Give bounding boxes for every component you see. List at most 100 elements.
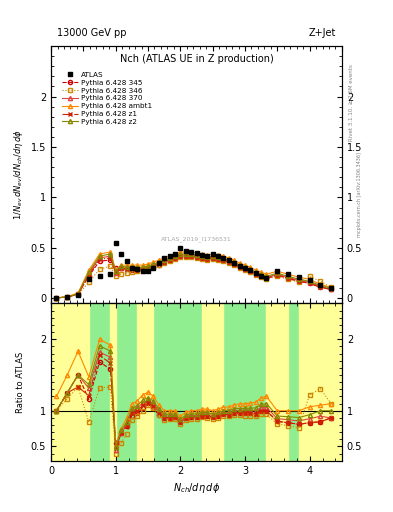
- Pythia 6.428 ambt1: [162, 255, 167, 261]
- Pythia 6.428 370: [86, 270, 91, 276]
- Pythia 6.428 z2: [156, 259, 161, 265]
- Pythia 6.428 z2: [200, 253, 204, 259]
- Pythia 6.428 ambt1: [248, 264, 253, 270]
- Pythia 6.428 z2: [242, 264, 247, 270]
- Pythia 6.428 z1: [226, 259, 231, 265]
- Pythia 6.428 ambt1: [167, 253, 172, 259]
- Pythia 6.428 ambt1: [151, 259, 156, 265]
- Pythia 6.428 346: [140, 268, 145, 274]
- Pythia 6.428 z1: [329, 286, 334, 292]
- Pythia 6.428 z2: [184, 251, 188, 257]
- Pythia 6.428 z1: [296, 278, 301, 284]
- Pythia 6.428 ambt1: [76, 290, 81, 296]
- ATLAS: [124, 258, 129, 264]
- Pythia 6.428 346: [221, 258, 226, 264]
- Pythia 6.428 ambt1: [184, 249, 188, 255]
- Pythia 6.428 ambt1: [259, 269, 263, 275]
- Pythia 6.428 346: [178, 254, 183, 260]
- Pythia 6.428 z2: [86, 269, 91, 275]
- Pythia 6.428 346: [130, 269, 134, 275]
- Pythia 6.428 345: [210, 255, 215, 261]
- Pythia 6.428 345: [184, 253, 188, 259]
- Text: Rivet 3.1.10, ≥ 2.6M events: Rivet 3.1.10, ≥ 2.6M events: [349, 64, 354, 141]
- Pythia 6.428 z1: [135, 266, 140, 272]
- Pythia 6.428 ambt1: [140, 262, 145, 268]
- Pythia 6.428 345: [119, 265, 123, 271]
- Pythia 6.428 z2: [146, 263, 151, 269]
- Pythia 6.428 345: [97, 258, 102, 264]
- Pythia 6.428 z2: [113, 268, 118, 274]
- Pythia 6.428 370: [167, 256, 172, 262]
- Pythia 6.428 z2: [264, 273, 269, 280]
- Pythia 6.428 370: [264, 274, 269, 280]
- Pythia 6.428 z1: [184, 253, 188, 259]
- Pythia 6.428 ambt1: [221, 253, 226, 259]
- Pythia 6.428 z2: [296, 276, 301, 282]
- Pythia 6.428 370: [146, 264, 151, 270]
- Pythia 6.428 z2: [205, 254, 209, 260]
- Pythia 6.428 345: [248, 268, 253, 274]
- Pythia 6.428 346: [86, 279, 91, 285]
- Pythia 6.428 346: [162, 260, 167, 266]
- Pythia 6.428 346: [156, 262, 161, 268]
- Pythia 6.428 z2: [54, 295, 59, 301]
- Pythia 6.428 346: [275, 273, 280, 280]
- Pythia 6.428 370: [156, 260, 161, 266]
- Pythia 6.428 345: [242, 266, 247, 272]
- Pythia 6.428 345: [259, 273, 263, 280]
- Pythia 6.428 z1: [286, 275, 290, 281]
- Pythia 6.428 345: [54, 295, 59, 301]
- Line: ATLAS: ATLAS: [54, 241, 334, 301]
- Pythia 6.428 370: [329, 286, 334, 292]
- ATLAS: [135, 266, 140, 272]
- Pythia 6.428 z1: [275, 272, 280, 279]
- Pythia 6.428 370: [248, 267, 253, 273]
- Pythia 6.428 z1: [156, 261, 161, 267]
- Pythia 6.428 346: [97, 266, 102, 272]
- Pythia 6.428 z1: [151, 263, 156, 269]
- Pythia 6.428 346: [113, 273, 118, 280]
- ATLAS: [189, 249, 193, 255]
- ATLAS: [216, 253, 220, 259]
- Pythia 6.428 z2: [130, 264, 134, 270]
- ATLAS: [119, 251, 123, 257]
- Pythia 6.428 346: [216, 257, 220, 263]
- Pythia 6.428 ambt1: [135, 262, 140, 268]
- Pythia 6.428 346: [296, 279, 301, 285]
- ATLAS: [151, 265, 156, 271]
- Pythia 6.428 346: [173, 256, 177, 262]
- Pythia 6.428 z1: [210, 255, 215, 261]
- Pythia 6.428 z2: [210, 253, 215, 259]
- Pythia 6.428 ambt1: [275, 268, 280, 274]
- Pythia 6.428 z1: [232, 261, 237, 267]
- Pythia 6.428 346: [264, 276, 269, 282]
- Pythia 6.428 ambt1: [286, 271, 290, 278]
- Pythia 6.428 ambt1: [113, 267, 118, 273]
- ATLAS: [237, 263, 242, 269]
- Pythia 6.428 z2: [167, 255, 172, 261]
- ATLAS: [205, 253, 209, 259]
- Pythia 6.428 z1: [167, 257, 172, 263]
- ATLAS: [130, 265, 134, 271]
- Pythia 6.428 346: [242, 267, 247, 273]
- Pythia 6.428 346: [108, 263, 113, 269]
- Pythia 6.428 346: [286, 276, 290, 282]
- Pythia 6.428 z2: [232, 259, 237, 265]
- Pythia 6.428 345: [237, 264, 242, 270]
- ATLAS: [264, 275, 269, 281]
- Pythia 6.428 370: [221, 256, 226, 262]
- Pythia 6.428 z1: [140, 266, 145, 272]
- ATLAS: [242, 265, 247, 271]
- Pythia 6.428 370: [140, 265, 145, 271]
- Pythia 6.428 370: [200, 254, 204, 260]
- Pythia 6.428 z1: [173, 255, 177, 261]
- Pythia 6.428 z1: [307, 280, 312, 286]
- Y-axis label: $1/N_{ev}\,dN_{ev}/dN_{ch}/d\eta\,d\phi$: $1/N_{ev}\,dN_{ev}/dN_{ch}/d\eta\,d\phi$: [12, 130, 25, 220]
- Line: Pythia 6.428 346: Pythia 6.428 346: [54, 255, 333, 300]
- Pythia 6.428 346: [232, 262, 237, 268]
- Pythia 6.428 ambt1: [264, 271, 269, 278]
- Pythia 6.428 345: [296, 278, 301, 284]
- ATLAS: [146, 268, 151, 274]
- Pythia 6.428 z1: [97, 256, 102, 262]
- Pythia 6.428 z1: [162, 259, 167, 265]
